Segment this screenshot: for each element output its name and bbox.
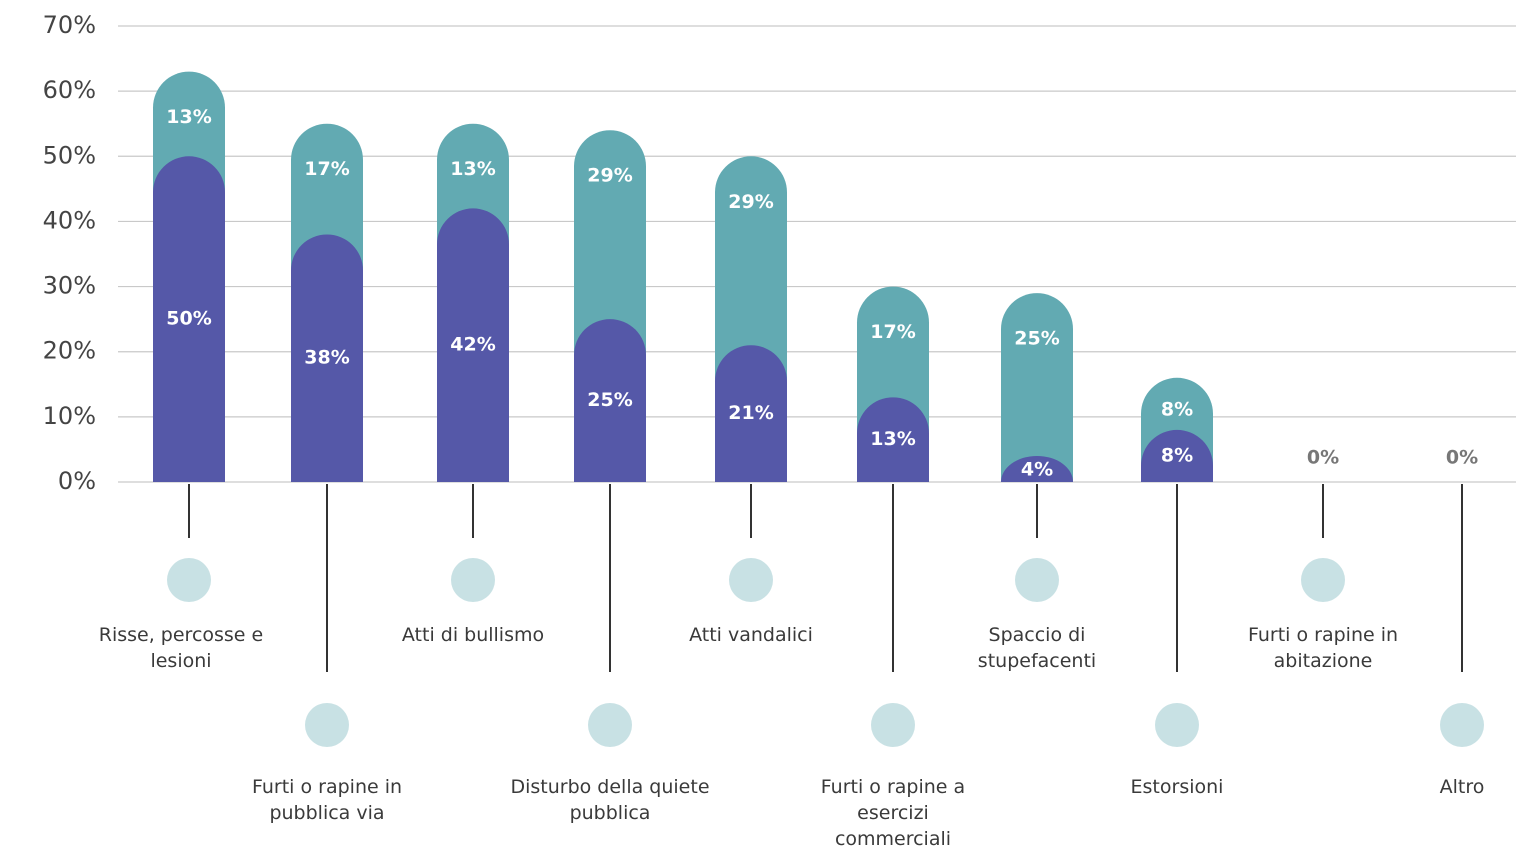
bar-segment: [574, 130, 646, 356]
category-label: Furti o rapine in pubblica via: [251, 776, 403, 824]
value-label: 50%: [166, 308, 211, 330]
value-label: 0%: [1446, 447, 1478, 469]
value-label: 17%: [304, 158, 349, 180]
value-label: 0%: [1307, 447, 1339, 469]
value-label: 8%: [1161, 444, 1193, 466]
bar-segment: [574, 319, 646, 482]
category-icon: [1440, 703, 1484, 747]
value-label: 38%: [304, 347, 349, 369]
category-label: Risse, percosse e lesioni: [98, 624, 264, 672]
category-label: Estorsioni: [1130, 776, 1224, 798]
bar-segment: [857, 397, 929, 482]
category-label: Furti o rapine in abitazione: [1247, 624, 1399, 672]
y-tick-label: 40%: [43, 206, 96, 234]
category-label: Atti vandalici: [689, 624, 813, 646]
y-tick-label: 70%: [43, 11, 96, 39]
value-label: 29%: [728, 191, 773, 213]
category-icon: [871, 703, 915, 747]
category-icon: [1015, 558, 1059, 602]
value-label: 25%: [1014, 328, 1059, 350]
category-icon: [451, 558, 495, 602]
value-label: 13%: [870, 428, 915, 450]
category-icon: [305, 703, 349, 747]
value-label: 17%: [870, 321, 915, 343]
bar-segment: [291, 123, 363, 271]
category-icon: [729, 558, 773, 602]
category-label: Spaccio di stupefacenti: [977, 624, 1097, 672]
value-label: 4%: [1021, 458, 1053, 480]
value-label: 42%: [450, 334, 495, 356]
value-label: 13%: [166, 106, 211, 128]
value-label: 13%: [450, 158, 495, 180]
bar-segment: [153, 156, 225, 483]
value-label: 21%: [728, 402, 773, 424]
y-tick-label: 60%: [43, 76, 96, 104]
category-label: Disturbo della quiete pubblica: [510, 776, 710, 824]
category-label: Altro: [1439, 776, 1485, 798]
value-label: 29%: [587, 165, 632, 187]
y-tick-label: 50%: [43, 141, 96, 169]
bar-segment: [715, 156, 787, 382]
y-tick-label: 20%: [43, 337, 96, 365]
category-icon: [167, 558, 211, 602]
category-icon: [1155, 703, 1199, 747]
category-icon: [1301, 558, 1345, 602]
bar-segment: [857, 286, 929, 434]
y-tick-label: 30%: [43, 272, 96, 300]
value-label: 8%: [1161, 398, 1193, 420]
category-icon: [588, 703, 632, 747]
bar-segment: [715, 345, 787, 482]
bar-segment: [1001, 293, 1073, 482]
category-label: Furti o rapine a esercizi commerciali: [820, 776, 966, 850]
bar-segment: [291, 234, 363, 482]
category-label: Atti di bullismo: [401, 624, 545, 646]
bar-segment: [1141, 429, 1213, 482]
y-tick-label: 10%: [43, 402, 96, 430]
y-tick-label: 0%: [58, 467, 96, 495]
bar-segment: [1001, 455, 1073, 482]
value-label: 25%: [587, 389, 632, 411]
bar-segment: [437, 208, 509, 482]
